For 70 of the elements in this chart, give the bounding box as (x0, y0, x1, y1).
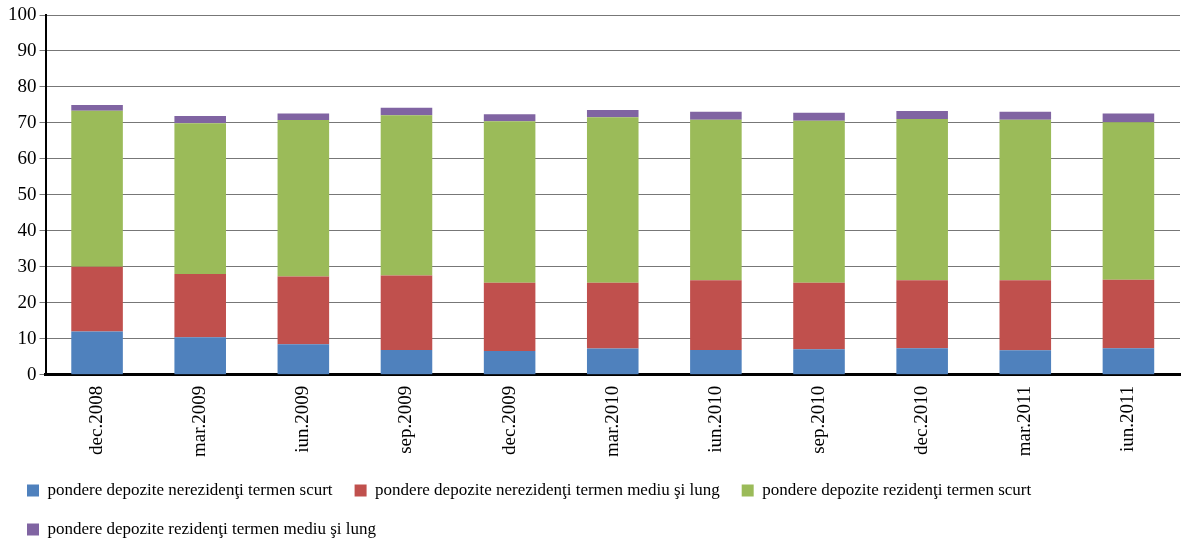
y-tick-label: 0 (27, 362, 37, 384)
x-tick-label: mar.2011 (1013, 385, 1035, 457)
bar (793, 349, 845, 375)
y-tick-label: 40 (17, 218, 37, 240)
bar (380, 275, 433, 350)
bar (793, 282, 845, 350)
x-tick-label: iun.2009 (291, 385, 313, 453)
bar (896, 111, 948, 119)
bar (999, 280, 1052, 351)
bar (1102, 348, 1155, 375)
bar (277, 113, 330, 121)
legend-label: pondere depozite nerezidenţi termen scurt (47, 479, 333, 499)
bar (174, 123, 226, 275)
bar (483, 121, 536, 283)
bar (1102, 113, 1155, 123)
bar (71, 104, 123, 111)
bar (896, 348, 948, 375)
bar (483, 351, 536, 375)
bar (999, 350, 1052, 375)
bar (896, 280, 948, 349)
y-tick-label: 80 (17, 74, 37, 96)
bar (586, 109, 639, 118)
bar (380, 349, 433, 375)
y-tick-label: 100 (8, 2, 37, 24)
bar (586, 348, 639, 375)
bar (71, 331, 123, 375)
x-tick-label: mar.2010 (600, 385, 622, 458)
bar (277, 276, 330, 345)
bar (71, 266, 123, 332)
bar (896, 118, 948, 281)
bar (793, 120, 845, 283)
bar (277, 344, 330, 375)
bar (380, 115, 433, 276)
x-tick-label: dec.2008 (85, 385, 107, 455)
bar (71, 110, 123, 267)
bar (174, 116, 226, 124)
bar (586, 117, 639, 283)
bar (483, 282, 536, 352)
bar (483, 114, 536, 122)
bar (690, 111, 742, 120)
x-tick-label: iun.2010 (703, 385, 725, 453)
y-tick-label: 30 (17, 254, 37, 276)
y-tick-label: 10 (17, 326, 37, 348)
bar (1102, 122, 1155, 280)
bar (380, 107, 433, 116)
bar (690, 280, 742, 350)
x-tick-label: iun.2011 (1116, 385, 1138, 453)
bar (999, 119, 1052, 281)
y-tick-label: 60 (17, 146, 37, 168)
x-tick-label: dec.2010 (910, 385, 932, 455)
x-tick-label: sep.2009 (394, 385, 416, 454)
y-tick-label: 70 (17, 110, 37, 132)
bar (174, 337, 226, 375)
x-tick-label: dec.2009 (497, 385, 519, 455)
bar (690, 119, 742, 281)
y-tick-label: 50 (17, 182, 37, 204)
bar (1102, 279, 1155, 349)
bar (277, 120, 330, 277)
y-tick-label: 20 (17, 290, 37, 312)
x-tick-label: sep.2010 (807, 385, 829, 454)
bar (174, 274, 226, 338)
legend-label: pondere depozite rezidenţi termen scurt (762, 479, 1032, 499)
x-tick-label: mar.2009 (188, 385, 210, 458)
bar (793, 112, 845, 121)
bar (690, 349, 742, 375)
y-tick-label: 90 (17, 38, 37, 60)
legend-label: pondere depozite nerezidenţi termen mediu şi lung (375, 479, 721, 499)
bar (999, 111, 1052, 120)
legend-label: pondere depozite rezidenţi termen mediu şi lung (47, 518, 377, 538)
bar (586, 282, 639, 349)
